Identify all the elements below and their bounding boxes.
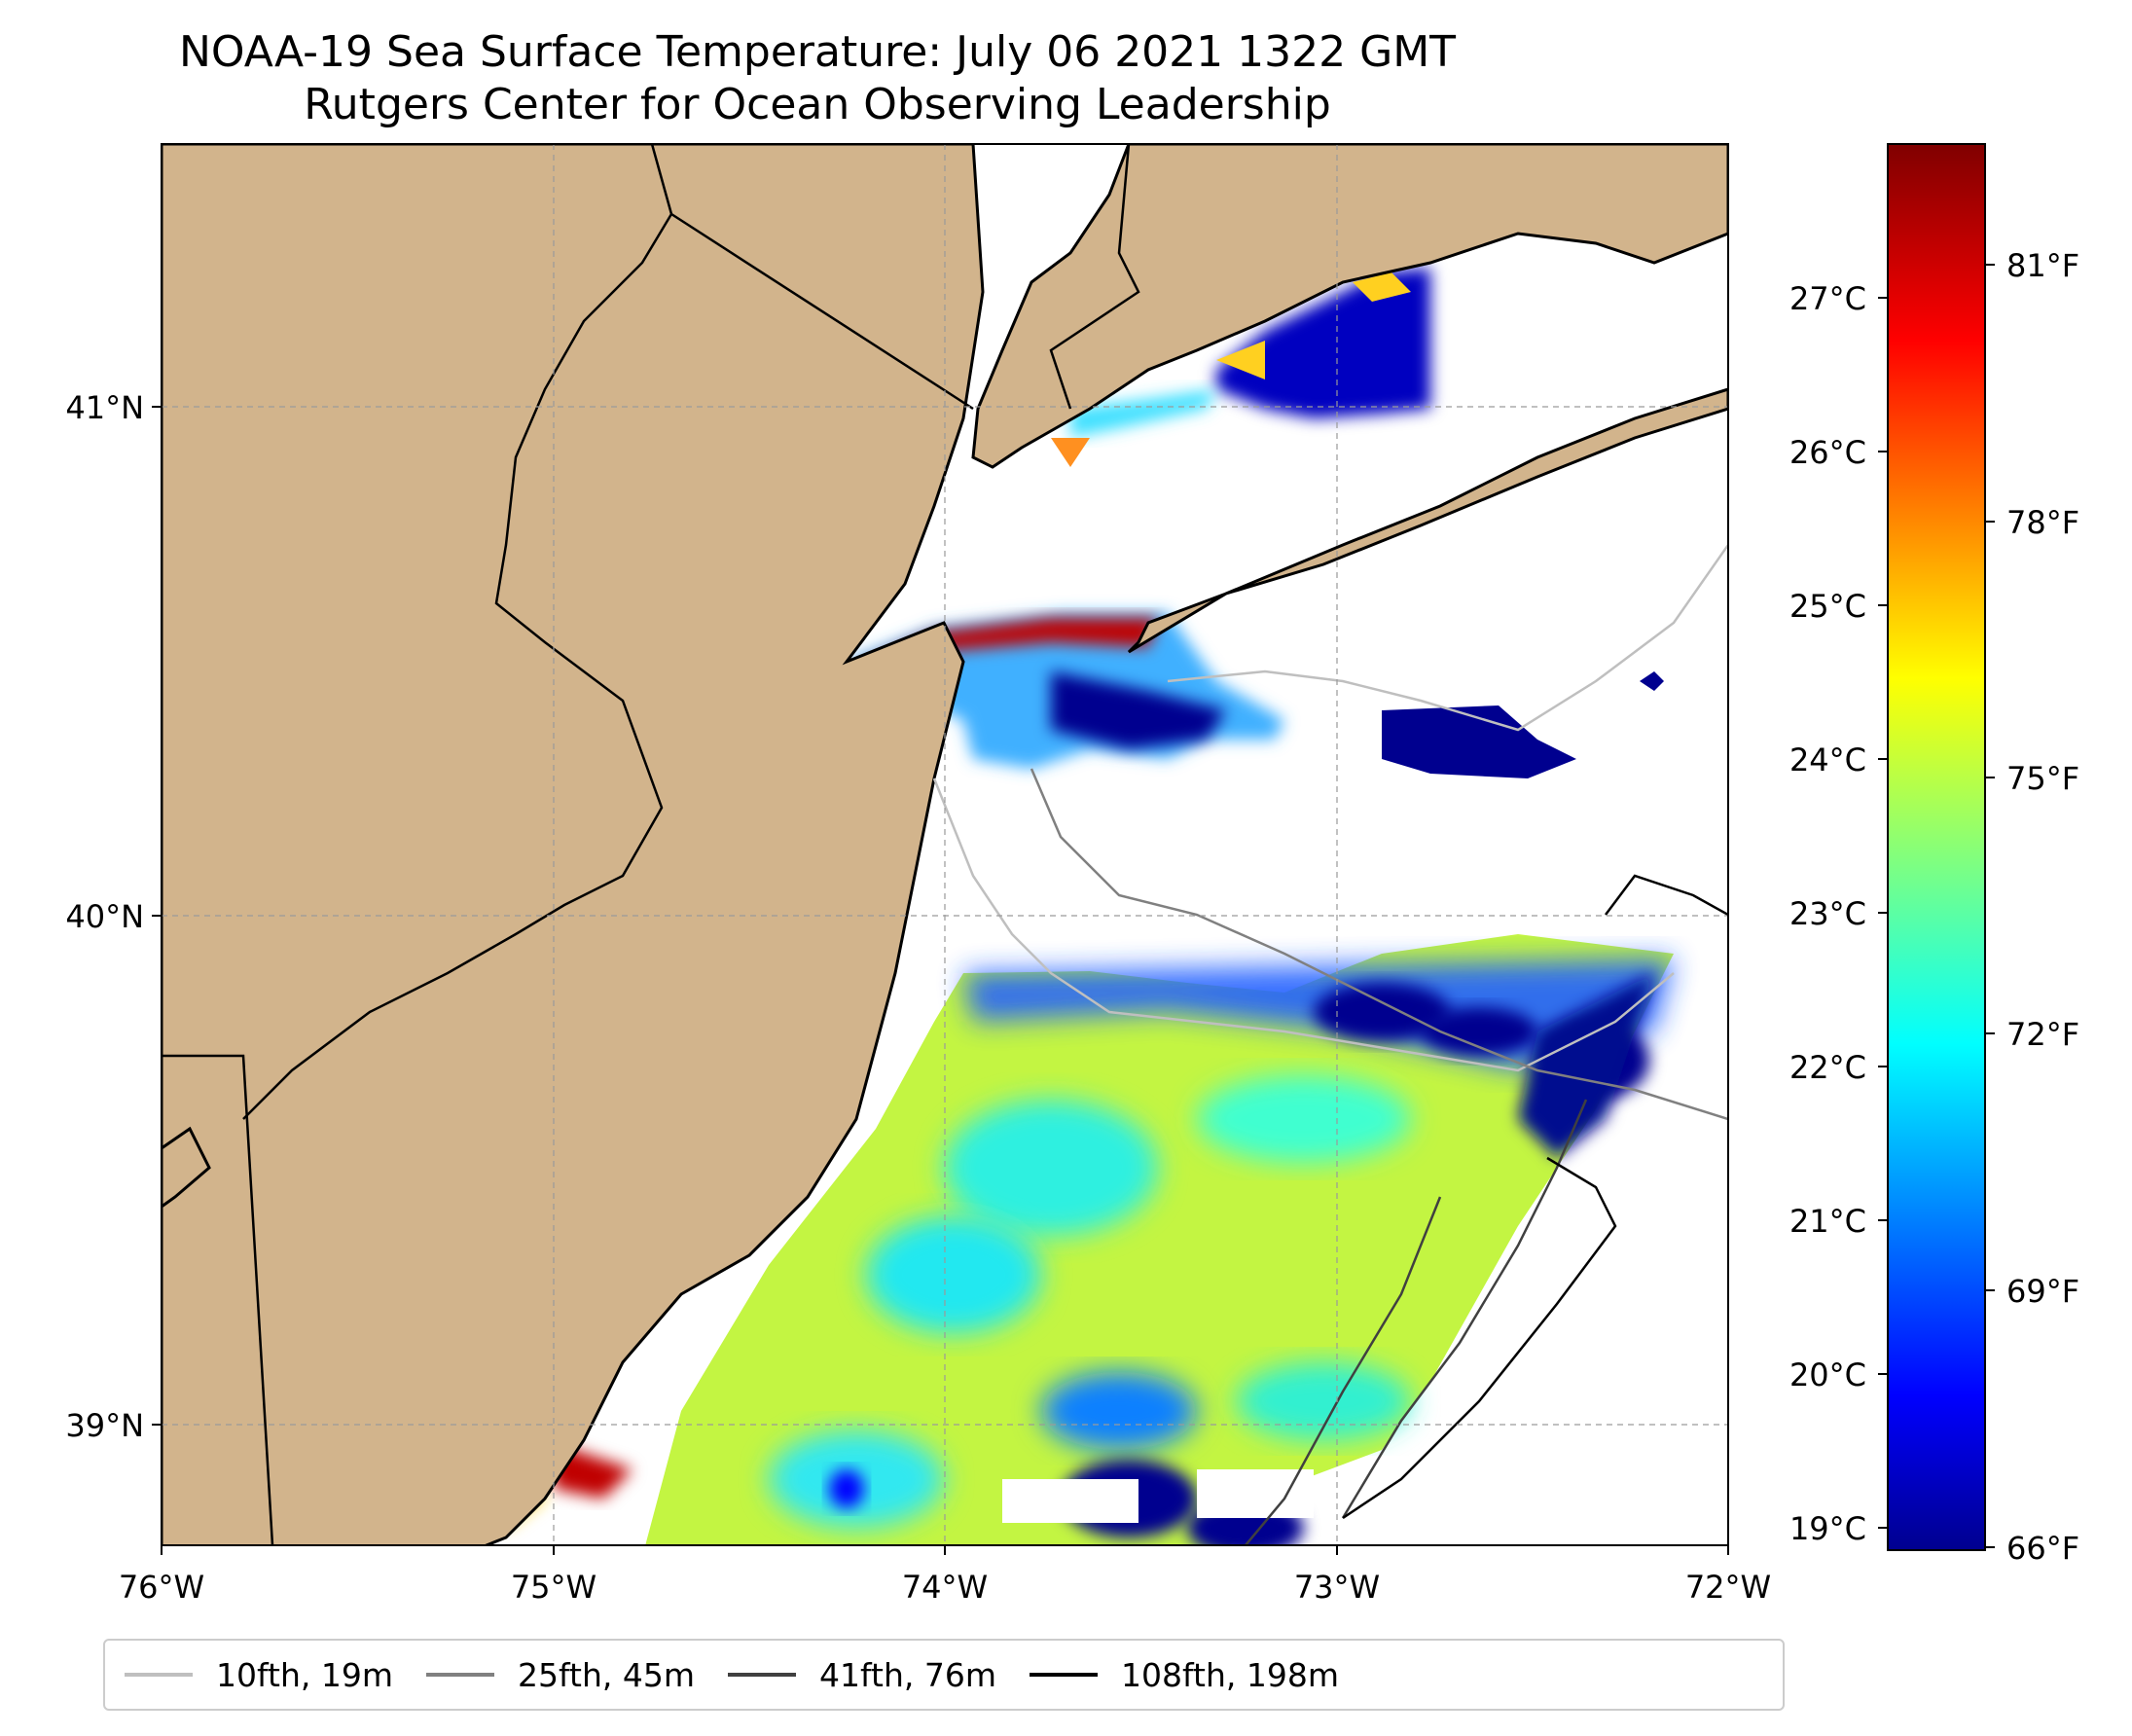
celsius-tick-label: 20°C — [1789, 1356, 1866, 1393]
gridlines — [162, 144, 1728, 1545]
lat-tick-label: 41°N — [65, 389, 144, 426]
fahrenheit-tick-label: 78°F — [2006, 504, 2079, 541]
contour-41fth — [1244, 1196, 1442, 1545]
fahrenheit-tick-label: 66°F — [2006, 1530, 2079, 1567]
legend-item-41fth: 41fth, 76m — [728, 1656, 996, 1694]
legend-label: 108fth, 198m — [1121, 1655, 1339, 1694]
celsius-tick-label: 22°C — [1789, 1049, 1866, 1086]
legend-line-10fth — [125, 1673, 193, 1677]
new-jersey-land — [162, 144, 985, 1545]
connecticut-ny-land — [971, 144, 1728, 469]
contour-legend: 10fth, 19m 25fth, 45m 41fth, 76m 108fth,… — [103, 1639, 1785, 1711]
lat-tick-label: 40°N — [65, 898, 144, 935]
legend-line-41fth — [728, 1673, 796, 1677]
map-subtitle: Rutgers Center for Ocean Observing Leade… — [304, 80, 1331, 129]
land-mass — [162, 144, 1728, 1545]
fahrenheit-tick-label: 72°F — [2006, 1016, 2079, 1053]
celsius-tick-label: 25°C — [1789, 588, 1866, 625]
delaware-land — [162, 1126, 211, 1209]
legend-label: 10fth, 19m — [216, 1655, 393, 1694]
state-borders — [162, 144, 1140, 1545]
celsius-tick-label: 26°C — [1789, 434, 1866, 471]
legend-label: 41fth, 76m — [819, 1655, 996, 1694]
legend-item-25fth: 25fth, 45m — [426, 1656, 695, 1694]
celsius-tick-label: 19°C — [1789, 1510, 1866, 1547]
legend-line-25fth — [426, 1673, 494, 1677]
map-title: NOAA-19 Sea Surface Temperature: July 06… — [178, 27, 1457, 77]
legend-line-108fth — [1030, 1673, 1098, 1677]
celsius-tick-label: 27°C — [1789, 280, 1866, 317]
lat-axis: 41°N 40°N 39°N — [65, 389, 162, 1444]
fahrenheit-tick-label: 75°F — [2006, 760, 2079, 797]
fahrenheit-tick-label: 69°F — [2006, 1273, 2079, 1310]
lon-tick-label: 73°W — [1294, 1569, 1380, 1606]
lon-tick-label: 75°W — [511, 1569, 596, 1606]
lon-tick-label: 72°W — [1685, 1569, 1771, 1606]
colorbar-gradient — [1887, 143, 1986, 1551]
legend-item-10fth: 10fth, 19m — [125, 1656, 393, 1694]
contour-108fth — [1605, 874, 1728, 917]
legend-label: 25fth, 45m — [518, 1655, 695, 1694]
colorbar: 27°C 26°C 25°C 24°C 23°C 22°C 21°C 20°C … — [1789, 143, 2079, 1567]
fahrenheit-tick-label: 81°F — [2006, 247, 2079, 284]
sst-swath-south — [645, 934, 1674, 1545]
map-area — [162, 144, 1728, 1545]
bathymetry-contours — [932, 544, 1728, 1545]
contour-10fth — [932, 778, 1675, 1072]
lat-tick-label: 39°N — [65, 1407, 144, 1444]
legend-item-108fth: 108fth, 198m — [1030, 1656, 1339, 1694]
long-island-land — [1127, 387, 1728, 654]
lon-axis: 76°W 75°W 74°W 73°W 72°W — [119, 1545, 1771, 1606]
celsius-tick-label: 21°C — [1789, 1203, 1866, 1240]
celsius-tick-label: 23°C — [1789, 895, 1866, 932]
lon-tick-label: 74°W — [902, 1569, 988, 1606]
sst-long-island-sound — [1051, 268, 1430, 467]
sst-ny-bight — [847, 613, 1664, 778]
celsius-tick-label: 24°C — [1789, 741, 1866, 778]
contour-25fth — [1030, 768, 1728, 1121]
lon-tick-label: 76°W — [119, 1569, 204, 1606]
